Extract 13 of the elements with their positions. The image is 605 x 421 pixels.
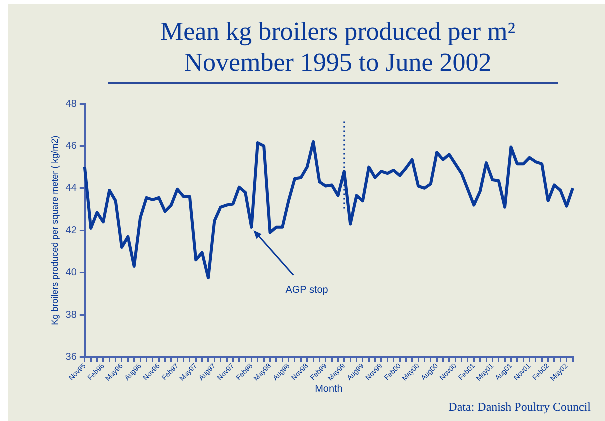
y-tick-label: 36 [66,352,78,363]
text: Data: Danish Poultry Council [448,400,591,415]
x-axis-title: Month [315,384,343,395]
y-tick-label: 40 [66,268,78,279]
y-tick-label: 44 [66,183,78,194]
y-tick-label: 42 [66,225,78,236]
annotation: AGP stop [286,285,329,296]
y-axis-title: Kg broilers produced per square meter ( kg/m2) [50,136,60,326]
y-tick-label: 38 [66,310,78,321]
chart-title: Mean kg broilers produced per m² [159,16,517,47]
chart-subtitle: November 1995 to June 2002 [183,47,493,78]
y-tick-label: 48 [66,98,78,110]
y-tick-label: 46 [66,140,78,152]
